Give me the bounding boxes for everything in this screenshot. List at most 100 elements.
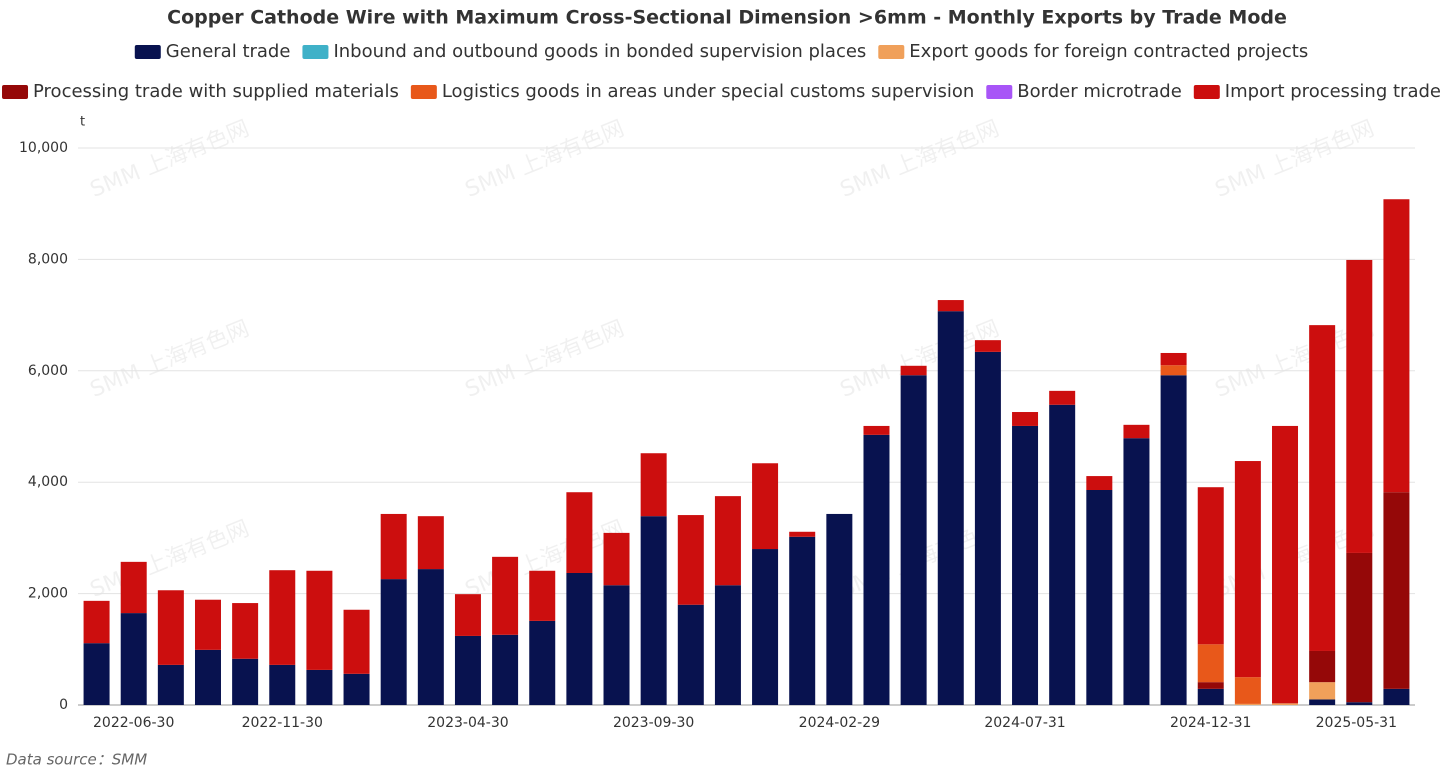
legend-swatch [878, 45, 905, 59]
bar-segment [1123, 424, 1150, 439]
bar-segment [120, 561, 147, 614]
x-tick-label: 2022-11-30 [242, 715, 323, 731]
bar-segment [1309, 699, 1336, 705]
bar-segment [714, 585, 741, 705]
legend-row: Processing trade with supplied materials… [2, 81, 1441, 102]
y-tick-label: 10,000 [19, 140, 68, 156]
bar-segment [529, 570, 556, 621]
bar-segment [789, 536, 816, 705]
bar-segment [529, 620, 556, 705]
legend-swatch [1193, 85, 1220, 99]
bar-segment [677, 604, 704, 705]
y-tick-label: 4,000 [28, 474, 68, 490]
bar-segment [937, 300, 964, 312]
bar-segment [1309, 650, 1336, 683]
bar-segment [640, 453, 667, 517]
bar-segment [677, 515, 704, 605]
bar-segment [1197, 682, 1224, 689]
x-tick-label: 2025-05-31 [1316, 715, 1397, 731]
legend-label: General trade [166, 41, 291, 62]
bar-segment [1160, 375, 1187, 705]
bar-segment [194, 649, 221, 705]
bar-segment [974, 351, 1001, 705]
watermark: SMM 上海有色网 [87, 516, 253, 602]
bar-segment [1309, 682, 1336, 700]
bar-segment [603, 585, 630, 705]
bar-segment [974, 340, 1001, 352]
bar-segment [826, 513, 853, 705]
bar-segment [1197, 644, 1224, 683]
bar-segment [1197, 487, 1224, 645]
bar-segment [1309, 325, 1336, 651]
bar-segment [157, 590, 184, 665]
legend-label: Import processing trade [1225, 81, 1441, 102]
bar-segment [306, 570, 333, 670]
bar-segment [83, 600, 110, 644]
chart-title: Copper Cathode Wire with Maximum Cross-S… [167, 7, 1287, 29]
legend-label: Border microtrade [1017, 81, 1182, 102]
bar-segment [306, 669, 333, 705]
watermark: SMM 上海有色网 [87, 316, 253, 402]
watermark: SMM 上海有色网 [1212, 116, 1378, 202]
bar-segment [1383, 688, 1410, 705]
watermark: SMM 上海有色网 [462, 316, 628, 402]
bar-segment [752, 549, 779, 705]
bar-segment [380, 579, 407, 705]
watermark: SMM 上海有色网 [837, 116, 1003, 202]
legend-swatch [2, 85, 29, 99]
bar-segment [1012, 412, 1039, 426]
y-tick-label: 2,000 [28, 586, 68, 602]
bar-segment [640, 516, 667, 705]
y-tick-label: 0 [59, 697, 68, 713]
watermark: SMM 上海有色网 [87, 116, 253, 202]
bar-segment [603, 532, 630, 586]
bar-segment [1346, 702, 1373, 705]
bar-segment [1234, 461, 1261, 678]
watermark: SMM 上海有色网 [462, 116, 628, 202]
bar-segment [789, 531, 816, 537]
x-tick-label: 2024-07-31 [984, 715, 1065, 731]
bar-segment [937, 311, 964, 705]
bar-segment [417, 516, 444, 570]
bar-segment [269, 570, 296, 665]
y-axis-label: t [80, 115, 85, 130]
x-tick-label: 2022-06-30 [93, 715, 174, 731]
bar-segment [454, 594, 481, 636]
bar-segment [232, 658, 259, 705]
bar-segment [492, 634, 519, 705]
bar-segment [194, 599, 221, 650]
bar-segment [1160, 352, 1187, 366]
bar-segment [1272, 703, 1299, 705]
bar-segment [1123, 438, 1150, 705]
legend-swatch [986, 85, 1013, 99]
bar-segment [343, 609, 370, 674]
bar-segment [863, 434, 890, 705]
y-tick-label: 8,000 [28, 251, 68, 267]
bar-segment [1383, 199, 1410, 493]
bar-segment [900, 365, 927, 376]
bar-segment [900, 375, 927, 705]
bar-segment [1086, 476, 1113, 490]
legend-swatch [302, 45, 329, 59]
legend-label: Processing trade with supplied materials [33, 81, 399, 102]
bar-segment [714, 496, 741, 586]
bar-segment [343, 673, 370, 705]
bar-segment [120, 613, 147, 705]
legend-row: General trade Inbound and outbound goods … [134, 41, 1308, 62]
x-tick-label: 2023-09-30 [613, 715, 694, 731]
bar-segment [1049, 404, 1076, 705]
x-tick-label: 2024-12-31 [1170, 715, 1251, 731]
legend-label: Logistics goods in areas under special c… [442, 81, 974, 102]
bar-segment [1197, 688, 1224, 705]
legend-swatch [134, 45, 161, 59]
legend-label: Inbound and outbound goods in bonded sup… [333, 41, 866, 62]
bar-segment [1272, 425, 1299, 704]
bar-segment [380, 513, 407, 580]
bar-segment [83, 643, 110, 705]
bar-segment [1346, 259, 1373, 553]
bar-segment [863, 425, 890, 435]
bar-segment [1383, 492, 1410, 689]
bar-segment [417, 569, 444, 705]
bar-segment [1086, 489, 1113, 705]
